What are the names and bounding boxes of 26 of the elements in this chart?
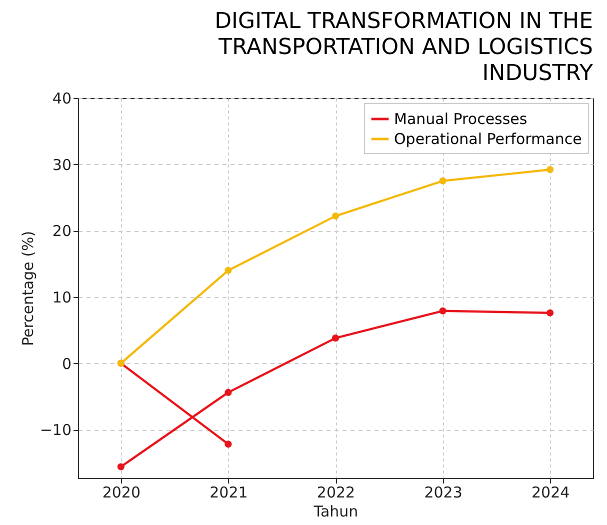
x-tick-label: 2021: [210, 484, 248, 502]
x-tick-label: 2020: [102, 484, 141, 502]
x-tick-label: 2024: [531, 484, 570, 502]
x-axis-title: Tahun: [312, 502, 358, 520]
point: [224, 440, 232, 448]
point: [546, 166, 554, 174]
y-tick-label: 20: [52, 222, 72, 240]
y-tick-label: −10: [40, 421, 72, 440]
point: [332, 212, 340, 220]
y-axis-title: Percentage (%): [18, 230, 37, 346]
point: [117, 463, 124, 470]
point: [439, 177, 446, 184]
x-tick-label: 2022: [316, 484, 356, 502]
legend-label: Operational Performance: [394, 130, 582, 148]
y-tick-label: 10: [52, 288, 72, 306]
point: [439, 307, 446, 314]
y-tick-label: 30: [52, 156, 72, 174]
point: [546, 309, 554, 316]
point: [224, 266, 232, 274]
point: [332, 334, 340, 342]
legend-label: Manual Processes: [394, 110, 528, 128]
x-tick-label: 2023: [424, 484, 462, 502]
y-tick-label: 0: [62, 354, 72, 373]
chart-title: DIGITAL TRANSFORMATION IN THE TRANSPORTATION AND LOGISTICS INDUSTRY: [214, 9, 594, 86]
y-tick-label: 40: [52, 90, 72, 108]
point: [224, 388, 232, 396]
